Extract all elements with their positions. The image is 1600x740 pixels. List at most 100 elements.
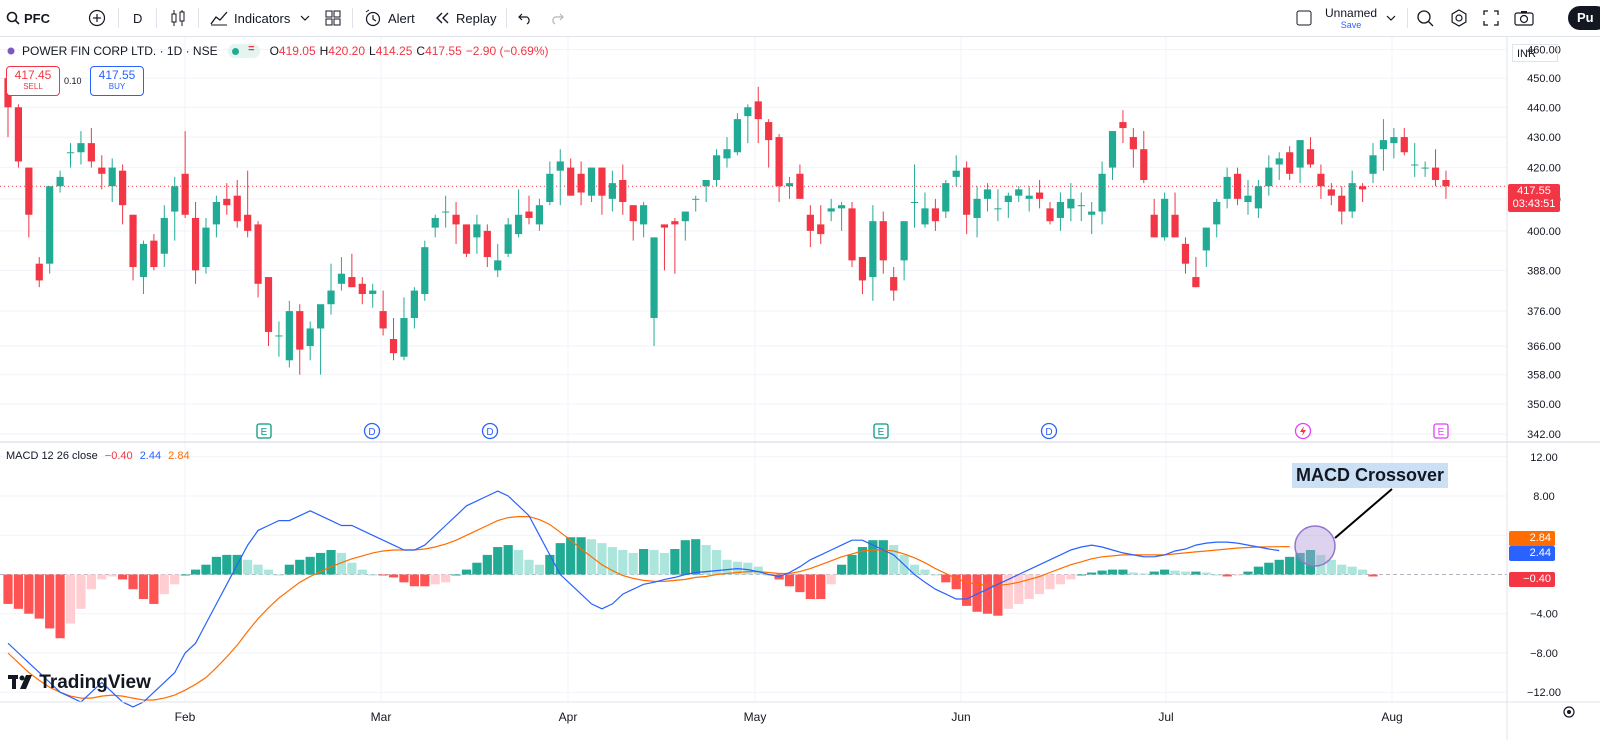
candle[interactable] [119, 164, 127, 225]
candle[interactable] [1400, 128, 1408, 156]
candle[interactable] [838, 202, 846, 231]
candle[interactable] [1223, 167, 1231, 209]
candle[interactable] [827, 198, 835, 222]
candle[interactable] [629, 205, 637, 241]
candle[interactable] [285, 300, 293, 368]
candle[interactable] [1233, 167, 1242, 206]
candle[interactable] [337, 257, 346, 291]
candle[interactable] [1150, 198, 1158, 238]
layout-name-button[interactable]: Unnamed Save [1325, 0, 1377, 36]
candle[interactable] [400, 297, 408, 361]
candle[interactable] [46, 186, 54, 274]
layout-dropdown[interactable] [1386, 0, 1396, 36]
sell-button[interactable]: 417.45 SELL [6, 66, 60, 96]
candle[interactable] [1035, 180, 1044, 209]
annotation-callout[interactable] [1294, 488, 1393, 567]
candle[interactable] [910, 164, 919, 228]
candle[interactable] [223, 183, 231, 215]
candle[interactable] [869, 205, 877, 301]
price-axis[interactable]: 460.00450.00440.00430.00420.00410.00400.… [1527, 45, 1561, 700]
candle[interactable] [389, 318, 398, 361]
candle[interactable] [1327, 183, 1335, 206]
macd-legend[interactable]: MACD 12 26 close −0.40 2.44 2.84 [6, 450, 190, 462]
candle[interactable] [108, 158, 116, 203]
candle[interactable] [702, 180, 710, 203]
candle[interactable] [1171, 192, 1179, 238]
candle[interactable] [1140, 131, 1148, 184]
candle[interactable] [525, 195, 533, 225]
candle[interactable] [744, 104, 752, 144]
candle[interactable] [1098, 161, 1106, 225]
candle[interactable] [577, 161, 585, 206]
candle[interactable] [1421, 161, 1429, 177]
candle[interactable] [244, 170, 252, 238]
candle[interactable] [306, 321, 314, 361]
candle[interactable] [1254, 180, 1262, 218]
candle[interactable] [692, 195, 700, 212]
buy-button[interactable]: 417.55 BUY [90, 66, 144, 96]
candle[interactable] [942, 180, 950, 218]
candle[interactable] [817, 205, 825, 244]
candle[interactable] [671, 217, 679, 274]
candle[interactable] [890, 267, 898, 301]
candle[interactable] [848, 202, 856, 268]
candle[interactable] [202, 217, 210, 274]
candle[interactable] [556, 149, 564, 206]
candle[interactable] [1161, 192, 1169, 241]
candle[interactable] [806, 205, 814, 248]
candle[interactable] [1442, 170, 1450, 199]
candle[interactable] [1119, 110, 1127, 144]
candle[interactable] [608, 170, 616, 212]
candle[interactable] [275, 321, 283, 357]
candle[interactable] [77, 131, 85, 165]
candle[interactable] [87, 128, 95, 168]
quick-search-button[interactable] [1416, 0, 1434, 36]
candle[interactable] [171, 176, 179, 241]
candle[interactable] [650, 237, 658, 347]
dividend-marker[interactable] [363, 422, 381, 440]
candle[interactable] [712, 149, 721, 187]
signal-line[interactable] [7, 516, 1290, 701]
candle[interactable] [494, 243, 502, 278]
candle[interactable] [994, 189, 1002, 222]
candle[interactable] [129, 214, 137, 281]
macd-pane[interactable] [0, 490, 1507, 708]
candle[interactable] [160, 205, 168, 268]
candle[interactable] [504, 217, 512, 258]
candle[interactable] [983, 183, 992, 212]
candle[interactable] [796, 164, 804, 199]
candle[interactable] [1411, 143, 1419, 177]
candle[interactable] [754, 86, 762, 144]
candle[interactable] [1077, 192, 1085, 222]
candle[interactable] [931, 198, 939, 231]
candle[interactable] [348, 253, 356, 288]
interval-button[interactable]: D [133, 0, 142, 36]
screenshot-button[interactable] [1514, 0, 1534, 36]
candle[interactable] [765, 119, 773, 168]
candle[interactable] [1025, 186, 1033, 212]
publish-button[interactable]: Pu [1568, 6, 1600, 30]
candle[interactable] [1306, 137, 1315, 168]
candle[interactable] [254, 221, 262, 298]
candle[interactable] [535, 198, 544, 231]
dividend-marker[interactable] [1040, 422, 1058, 440]
candle[interactable] [546, 161, 554, 206]
candle[interactable] [1213, 198, 1221, 238]
candle[interactable] [921, 192, 929, 228]
replay-button[interactable]: Replay [434, 0, 496, 36]
candle[interactable] [640, 202, 648, 238]
candle[interactable] [963, 161, 971, 235]
candle[interactable] [567, 158, 575, 196]
candle[interactable] [473, 214, 481, 254]
candle[interactable] [1317, 164, 1325, 199]
candle[interactable] [139, 240, 148, 294]
candle[interactable] [1202, 227, 1210, 268]
candle[interactable] [379, 290, 387, 336]
indicators-dropdown[interactable] [300, 0, 310, 36]
dividend-marker[interactable] [481, 422, 499, 440]
earnings-marker[interactable] [256, 423, 272, 439]
candle[interactable] [900, 221, 908, 281]
candle[interactable] [56, 170, 64, 193]
candle[interactable] [442, 195, 450, 228]
